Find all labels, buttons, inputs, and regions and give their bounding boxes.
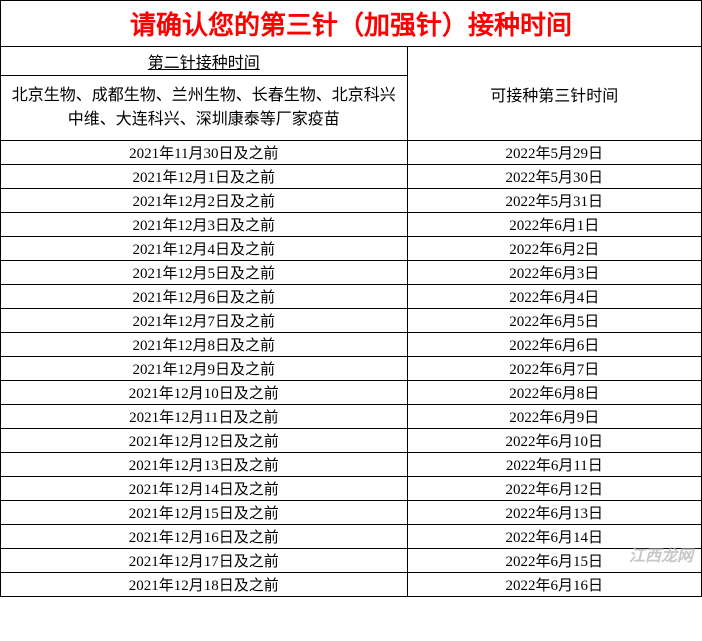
table-row: 2021年12月1日及之前2022年5月30日: [1, 165, 702, 189]
second-dose-cell: 2021年12月1日及之前: [1, 165, 408, 189]
table-body: 2021年11月30日及之前2022年5月29日2021年12月1日及之前202…: [1, 141, 702, 597]
third-dose-cell: 2022年6月2日: [407, 237, 701, 261]
table-row: 2021年12月11日及之前2022年6月9日: [1, 405, 702, 429]
third-dose-cell: 2022年6月16日: [407, 573, 701, 597]
table-row: 2021年12月6日及之前2022年6月4日: [1, 285, 702, 309]
third-dose-cell: 2022年6月4日: [407, 285, 701, 309]
second-dose-cell: 2021年12月7日及之前: [1, 309, 408, 333]
second-dose-cell: 2021年12月12日及之前: [1, 429, 408, 453]
table-row: 2021年12月17日及之前2022年6月15日江西龙网: [1, 549, 702, 573]
table-row: 2021年12月15日及之前2022年6月13日: [1, 501, 702, 525]
second-dose-cell: 2021年12月5日及之前: [1, 261, 408, 285]
table-row: 2021年12月5日及之前2022年6月3日: [1, 261, 702, 285]
third-dose-cell: 2022年6月7日: [407, 357, 701, 381]
second-dose-cell: 2021年12月9日及之前: [1, 357, 408, 381]
header-left-sub: 北京生物、成都生物、兰州生物、长春生物、北京科兴中维、大连科兴、深圳康泰等厂家疫…: [1, 76, 408, 141]
third-dose-cell: 2022年5月30日: [407, 165, 701, 189]
header-left-main: 第二针接种时间: [1, 47, 408, 76]
third-dose-cell: 2022年6月1日: [407, 213, 701, 237]
table-row: 2021年11月30日及之前2022年5月29日: [1, 141, 702, 165]
second-dose-cell: 2021年12月15日及之前: [1, 501, 408, 525]
title-row: 请确认您的第三针（加强针）接种时间: [1, 1, 702, 47]
table-row: 2021年12月9日及之前2022年6月7日: [1, 357, 702, 381]
second-dose-cell: 2021年12月18日及之前: [1, 573, 408, 597]
third-dose-cell: 2022年6月3日: [407, 261, 701, 285]
second-dose-cell: 2021年12月6日及之前: [1, 285, 408, 309]
page-title: 请确认您的第三针（加强针）接种时间: [1, 1, 702, 47]
third-dose-cell: 2022年6月12日: [407, 477, 701, 501]
second-dose-cell: 2021年12月16日及之前: [1, 525, 408, 549]
third-dose-cell: 2022年6月15日江西龙网: [407, 549, 701, 573]
table-row: 2021年12月16日及之前2022年6月14日: [1, 525, 702, 549]
table-row: 2021年12月13日及之前2022年6月11日: [1, 453, 702, 477]
table-row: 2021年12月7日及之前2022年6月5日: [1, 309, 702, 333]
third-dose-cell: 2022年6月11日: [407, 453, 701, 477]
second-dose-cell: 2021年12月2日及之前: [1, 189, 408, 213]
third-dose-cell: 2022年5月29日: [407, 141, 701, 165]
table-row: 2021年12月3日及之前2022年6月1日: [1, 213, 702, 237]
second-dose-cell: 2021年11月30日及之前: [1, 141, 408, 165]
header-left-main-text: 第二针接种时间: [148, 53, 260, 74]
second-dose-cell: 2021年12月13日及之前: [1, 453, 408, 477]
table-row: 2021年12月8日及之前2022年6月6日: [1, 333, 702, 357]
third-dose-cell: 2022年6月13日: [407, 501, 701, 525]
table-row: 2021年12月4日及之前2022年6月2日: [1, 237, 702, 261]
vaccination-schedule-table: 请确认您的第三针（加强针）接种时间 第二针接种时间 可接种第三针时间 北京生物、…: [0, 0, 702, 597]
third-dose-cell: 2022年6月5日: [407, 309, 701, 333]
header-right: 可接种第三针时间: [407, 47, 701, 141]
table-row: 2021年12月2日及之前2022年5月31日: [1, 189, 702, 213]
second-dose-cell: 2021年12月17日及之前: [1, 549, 408, 573]
table-row: 2021年12月10日及之前2022年6月8日: [1, 381, 702, 405]
third-dose-cell: 2022年6月10日: [407, 429, 701, 453]
second-dose-cell: 2021年12月4日及之前: [1, 237, 408, 261]
table-row: 2021年12月12日及之前2022年6月10日: [1, 429, 702, 453]
third-dose-cell: 2022年5月31日: [407, 189, 701, 213]
second-dose-cell: 2021年12月11日及之前: [1, 405, 408, 429]
third-dose-cell: 2022年6月8日: [407, 381, 701, 405]
second-dose-cell: 2021年12月14日及之前: [1, 477, 408, 501]
second-dose-cell: 2021年12月10日及之前: [1, 381, 408, 405]
header-row-1: 第二针接种时间 可接种第三针时间: [1, 47, 702, 76]
third-dose-cell: 2022年6月14日: [407, 525, 701, 549]
third-dose-cell: 2022年6月6日: [407, 333, 701, 357]
second-dose-cell: 2021年12月3日及之前: [1, 213, 408, 237]
table-row: 2021年12月18日及之前2022年6月16日: [1, 573, 702, 597]
second-dose-cell: 2021年12月8日及之前: [1, 333, 408, 357]
table-row: 2021年12月14日及之前2022年6月12日: [1, 477, 702, 501]
third-dose-cell: 2022年6月9日: [407, 405, 701, 429]
